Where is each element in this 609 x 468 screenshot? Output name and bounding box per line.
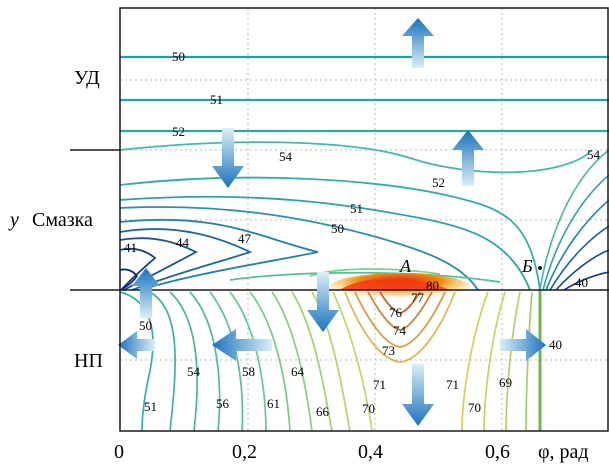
- point-a-label: A: [399, 256, 412, 276]
- contour-label: 69: [499, 375, 512, 390]
- zone-label-np: НП: [74, 350, 103, 372]
- x-tick-label: 0: [114, 441, 124, 463]
- arrow-left-1: [212, 329, 272, 361]
- contour-label: 76: [389, 305, 403, 320]
- contour-label: 54: [187, 364, 201, 379]
- arrow-down-3: [402, 364, 434, 426]
- contour-label: 50: [331, 221, 344, 236]
- contour-label: 64: [291, 364, 305, 379]
- x-axis-label: φ, рад: [538, 441, 589, 463]
- arrow-up-3: [132, 268, 160, 318]
- contour-label: 66: [316, 404, 330, 419]
- arrow-right-1: [500, 329, 546, 361]
- contour-label: 61: [267, 396, 280, 411]
- arrow-up-1: [402, 18, 434, 68]
- contour-labels: 50 51 52 54 52 51 50 47 44 41 54 80 77 7…: [124, 49, 601, 419]
- y-axis: УД y Смазка НП: [8, 67, 103, 372]
- contour-label: 74: [393, 323, 407, 338]
- corner-contours: [539, 149, 609, 291]
- point-b-marker: [538, 266, 542, 270]
- contour-label: 71: [446, 377, 459, 392]
- contour-label: 50: [139, 318, 152, 333]
- arrow-down-1: [212, 128, 244, 188]
- contour-label: 52: [432, 175, 445, 190]
- upper-contours: [120, 55, 609, 133]
- contour-label: 54: [587, 147, 601, 162]
- contour-label: 80: [426, 278, 439, 293]
- arrows: [118, 18, 546, 426]
- contour-label: 73: [382, 343, 395, 358]
- zone-label-lubricant: Смазка: [32, 209, 93, 231]
- arrow-up-2: [452, 130, 484, 186]
- contour-label: 51: [144, 399, 157, 414]
- contour-label: 58: [242, 364, 255, 379]
- point-b-label: Б: [521, 256, 533, 276]
- contour-label: 70: [468, 400, 481, 415]
- arrow-left-2: [118, 331, 155, 359]
- plot-frame: [119, 7, 609, 432]
- x-tick-label: 0,4: [358, 441, 383, 463]
- contour-label: 41: [124, 240, 137, 255]
- x-tick-label: 0,2: [232, 441, 257, 463]
- contour-label: 40: [549, 337, 562, 352]
- arrow-down-2: [307, 272, 339, 332]
- contour-label: 44: [176, 235, 190, 250]
- contour-label: 47: [238, 231, 252, 246]
- x-tick-label: 0,6: [485, 441, 510, 463]
- substrate-contours: [119, 291, 533, 432]
- zone-label-ud: УД: [74, 67, 100, 89]
- contour-label: 51: [350, 201, 363, 216]
- contour-label: 56: [216, 396, 230, 411]
- contour-label: 71: [373, 377, 386, 392]
- hot-spot-core: [340, 278, 450, 290]
- x-axis: 0 0,2 0,4 0,6 φ, рад: [114, 441, 589, 463]
- contour-label: 77: [411, 290, 425, 305]
- contour-label: 51: [210, 92, 223, 107]
- grid: [120, 8, 609, 431]
- contour-label: 54: [279, 149, 293, 164]
- y-axis-label: y: [8, 209, 19, 231]
- lubricant-contours: [119, 141, 591, 291]
- contour-label: 70: [362, 401, 375, 416]
- contour-label: 50: [172, 49, 185, 64]
- contour-label: 40: [575, 275, 588, 290]
- contour-label: 52: [172, 124, 185, 139]
